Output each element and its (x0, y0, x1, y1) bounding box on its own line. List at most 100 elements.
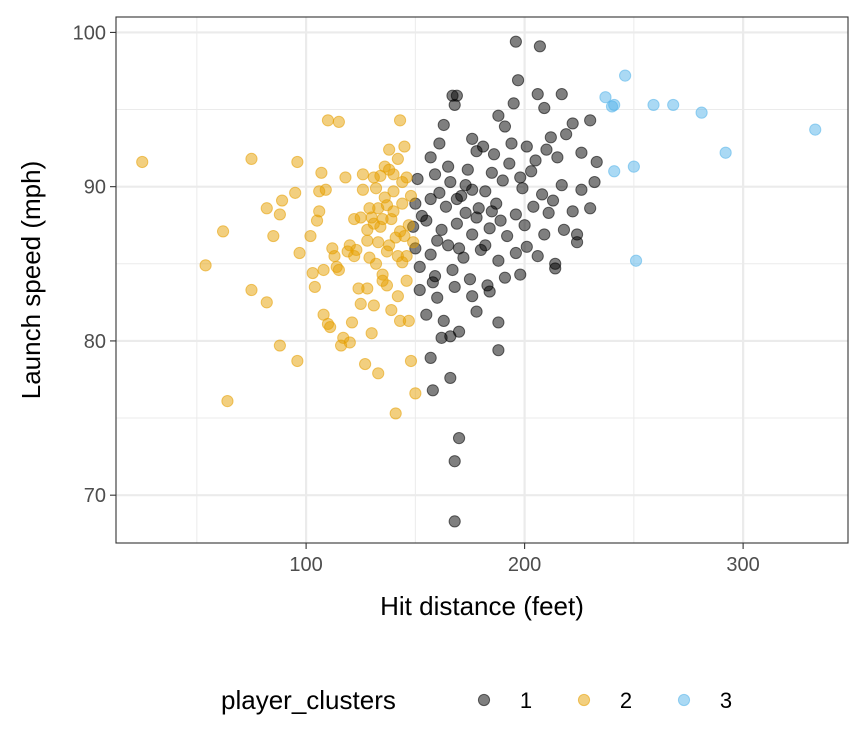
data-point (400, 249, 413, 263)
data-point (448, 455, 461, 468)
data-point (420, 308, 433, 321)
data-point (575, 183, 588, 196)
data-point (492, 254, 505, 267)
data-point (199, 259, 212, 272)
data-point (304, 229, 317, 243)
data-point (404, 189, 418, 203)
data-point (431, 291, 444, 304)
legend-label-1: 1 (520, 688, 532, 713)
data-point (363, 251, 376, 264)
data-point (466, 228, 479, 241)
data-point (411, 172, 424, 186)
data-point (551, 151, 564, 164)
data-point (308, 280, 321, 294)
y-tick-label: 100 (73, 22, 106, 44)
data-point (437, 118, 450, 132)
data-point (516, 182, 529, 195)
data-point (540, 143, 553, 156)
x-tick-label: 200 (508, 554, 541, 576)
panel-border (115, 16, 849, 544)
data-point (396, 175, 409, 189)
data-point (555, 179, 568, 192)
data-point (313, 205, 326, 218)
data-point (527, 200, 540, 213)
data-point (275, 194, 289, 207)
data-point (584, 114, 597, 127)
data-point (385, 303, 398, 317)
y-tick-label: 90 (84, 177, 106, 199)
x-axis-label: Hit distance (feet) (380, 591, 584, 621)
data-point (529, 154, 542, 167)
data-point (511, 74, 525, 87)
data-point (267, 229, 280, 243)
data-point (424, 248, 437, 261)
data-point (260, 202, 273, 215)
legend-label-3: 3 (720, 688, 732, 713)
data-point (339, 171, 352, 184)
data-point (426, 384, 439, 397)
data-point (505, 137, 518, 150)
data-point (356, 183, 370, 196)
data-point (413, 260, 426, 273)
legend-key-2 (577, 693, 591, 707)
data-point (544, 131, 557, 144)
data-point (667, 98, 680, 112)
data-point (608, 165, 621, 178)
plot-panel (115, 16, 849, 544)
data-point (557, 223, 571, 236)
data-point (245, 283, 258, 297)
data-point (389, 407, 402, 420)
data-point (509, 35, 522, 48)
data-point (629, 254, 643, 267)
data-point (343, 336, 356, 349)
data-point (498, 271, 512, 284)
data-point (332, 263, 345, 277)
data-point (413, 283, 426, 297)
data-point (437, 314, 450, 327)
data-point (442, 239, 455, 252)
data-point (444, 371, 457, 385)
data-point (289, 186, 302, 199)
minor-gridlines (116, 17, 848, 543)
data-point (433, 186, 446, 199)
data-point (354, 211, 367, 224)
data-point (361, 282, 374, 295)
data-point (398, 229, 411, 243)
data-point (466, 290, 479, 303)
data-point (452, 242, 466, 255)
data-point (402, 314, 415, 327)
data-point (442, 160, 455, 173)
data-point (538, 228, 551, 241)
data-point (514, 171, 527, 184)
data-point (273, 339, 286, 352)
data-point (470, 211, 483, 224)
data-point (345, 316, 359, 329)
data-point (424, 192, 437, 206)
data-point (463, 273, 477, 286)
data-point (444, 175, 457, 189)
data-point (136, 155, 149, 169)
data-point (332, 115, 345, 128)
data-point (466, 183, 479, 196)
data-point (391, 290, 404, 303)
data-point (424, 151, 437, 164)
data-point (627, 160, 640, 173)
data-point (431, 234, 444, 247)
data-point (435, 223, 448, 236)
data-point (350, 243, 363, 257)
legend-title: player_clusters (221, 685, 396, 715)
data-point (365, 327, 378, 340)
data-point (719, 146, 732, 159)
data-point (575, 146, 588, 159)
data-point (317, 263, 330, 277)
data-point (426, 276, 439, 289)
data-point (647, 98, 660, 112)
data-point (398, 140, 411, 153)
data-point (538, 101, 551, 115)
data-point (498, 120, 512, 133)
data-point (599, 91, 612, 104)
data-point (549, 262, 562, 275)
legend-key-1 (477, 693, 491, 707)
data-point (584, 202, 597, 215)
data-point (483, 222, 496, 235)
